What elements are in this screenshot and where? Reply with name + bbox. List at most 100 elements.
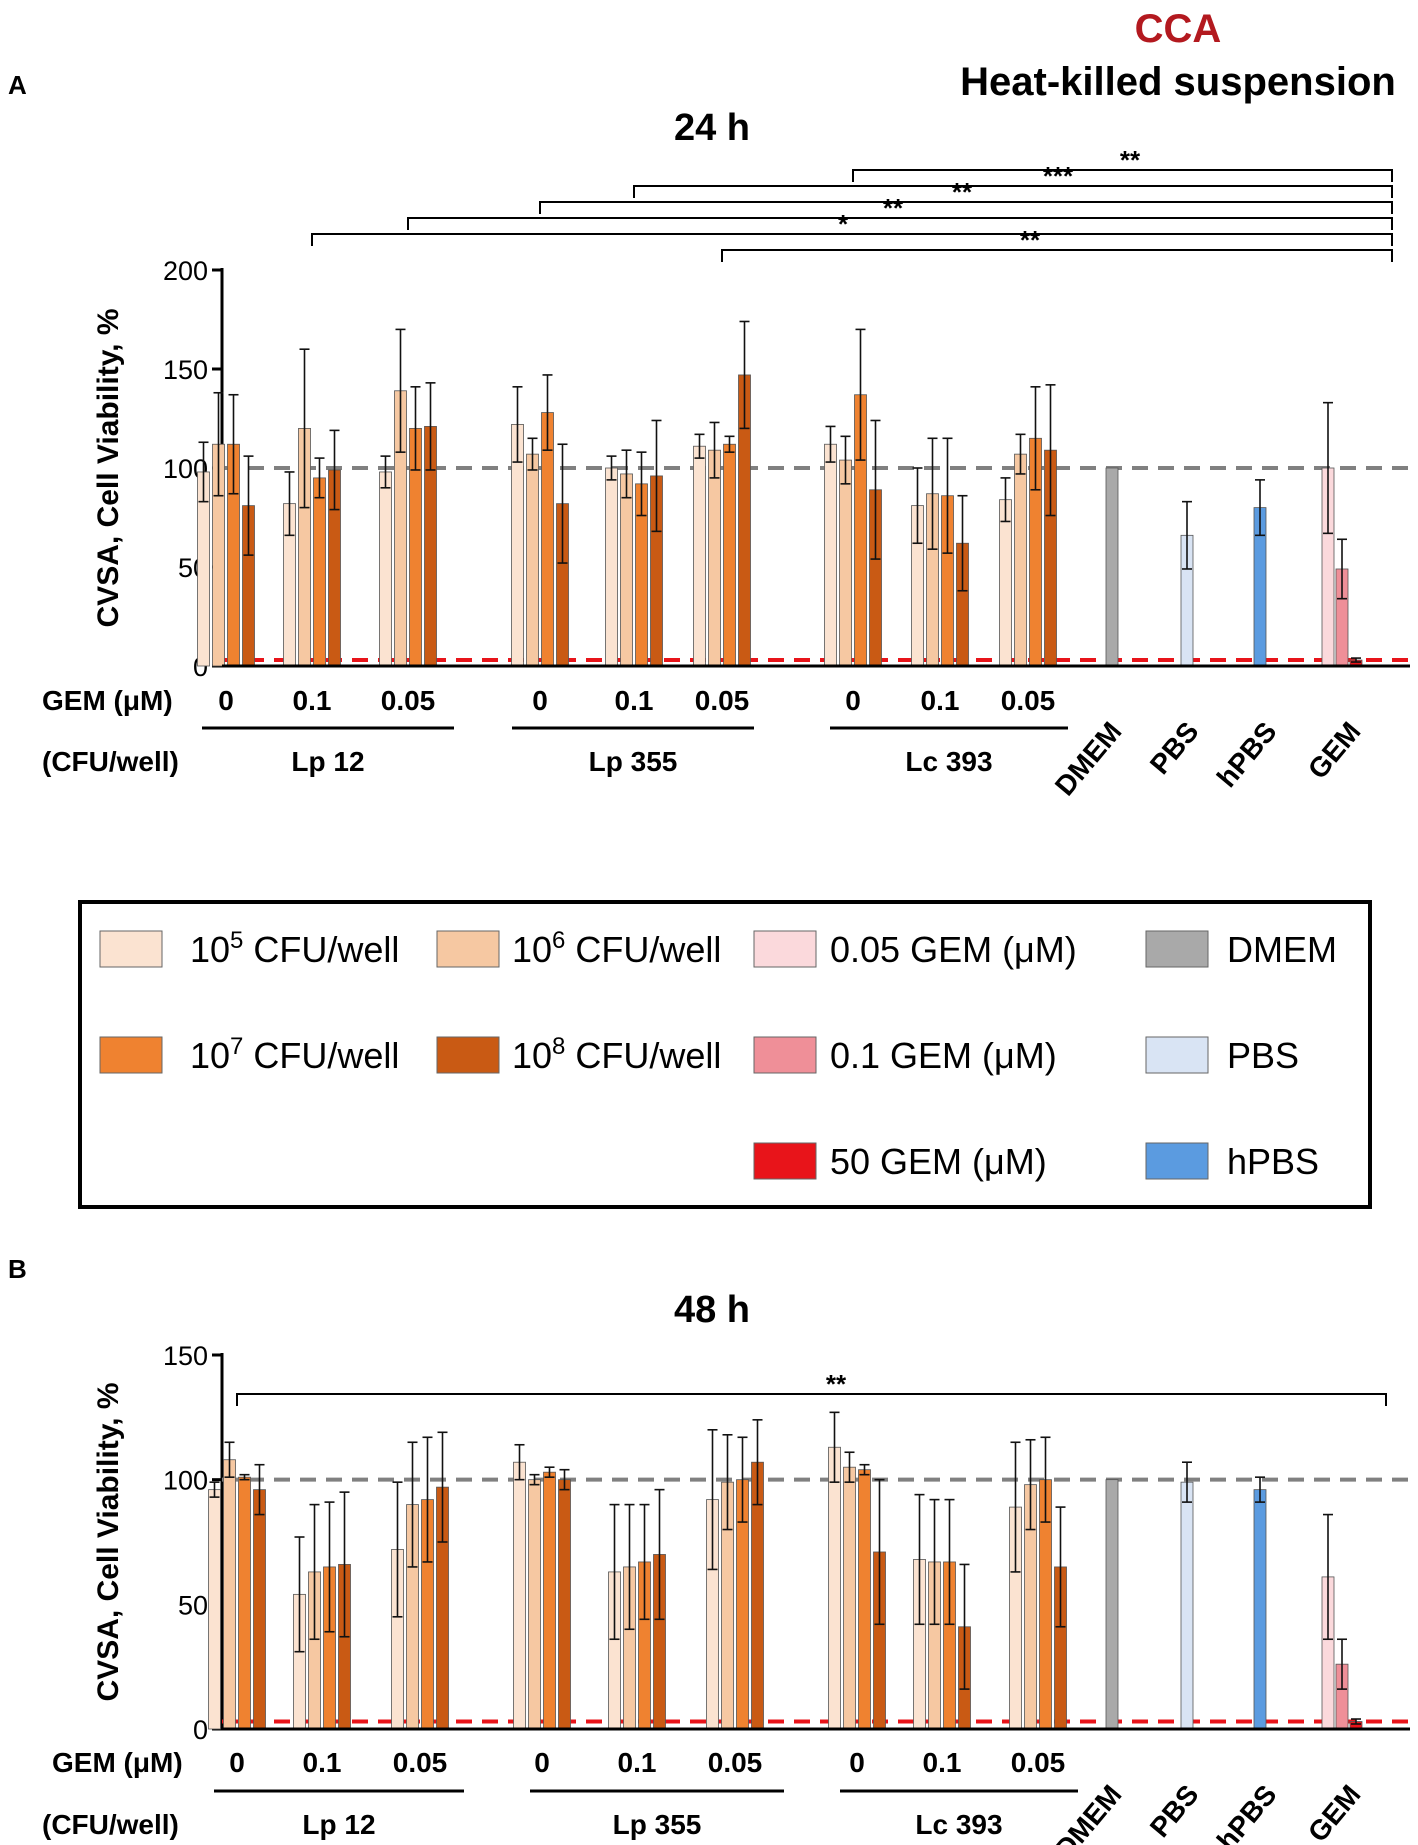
control-bar-dmem (1105, 467, 1119, 667)
y-tick-label: 100 (163, 1466, 208, 1496)
legend-swatch-hpbs (1145, 1142, 1209, 1180)
y-tick-label: 150 (163, 355, 208, 385)
legend-swatch-gem_50 (753, 1142, 817, 1180)
gem-tick-label: 0 (534, 1747, 550, 1778)
legend-label-base: 10 (190, 929, 230, 970)
legend-label-suffix: CFU/well (565, 1035, 721, 1076)
significance-bracket (633, 185, 1393, 198)
legend-swatch-cfu_1e6 (436, 930, 500, 968)
gem-tick-label: 0.1 (921, 685, 960, 716)
legend-frame (78, 900, 1372, 1209)
legend-label-exponent: 6 (552, 927, 565, 954)
strain-label: Lp 355 (589, 746, 678, 777)
strain-label: Lp 12 (291, 746, 364, 777)
legend-swatch-cfu_1e8 (436, 1036, 500, 1074)
bar-lc393-gem0-s2 (839, 459, 852, 667)
bar-lp355-gem0.1-s2 (620, 473, 633, 667)
significance-stars: * (838, 209, 849, 239)
gem-tick-label: 0 (845, 685, 861, 716)
bar-lc393-gem0-s2 (843, 1466, 856, 1730)
legend-label-exponent: 8 (552, 1033, 565, 1060)
y-tick-label: 200 (163, 256, 208, 286)
strain-label: Lp 12 (302, 1809, 375, 1840)
control-label: PBS (1144, 716, 1205, 780)
legend-label-pbs: PBS (1227, 1035, 1299, 1076)
gem-tick-label: 0.1 (615, 685, 654, 716)
legend-swatch-cfu_1e7 (99, 1036, 163, 1074)
gem-tick-label: 0.05 (1001, 685, 1056, 716)
gem-tick-label: 0 (218, 685, 234, 716)
bar-lc393-gem0.05-s1 (999, 499, 1012, 667)
gem-axis-label: GEM (μM) (42, 685, 173, 716)
legend-label-gem_50: 50 GEM (μM) (830, 1141, 1047, 1182)
legend-label-suffix: CFU/well (243, 929, 399, 970)
gem-axis-label: GEM (μM) (52, 1747, 183, 1778)
gem-tick-label: 0.1 (618, 1747, 657, 1778)
legend-label-base: 10 (512, 929, 552, 970)
legend-label-dmem: DMEM (1227, 929, 1337, 970)
bar-lp355-gem0.1-s1 (605, 467, 618, 667)
bar-lp355-gem0-s2 (526, 453, 539, 667)
chart-title: 48 h (674, 1289, 750, 1331)
legend-label-gem_005: 0.05 GEM (μM) (830, 929, 1077, 970)
strain-label: Lp 355 (613, 1809, 702, 1840)
legend-label-cfu_1e5: 105 CFU/well (190, 927, 399, 970)
legend-swatch-cfu_1e5 (99, 930, 163, 968)
gem-tick-label: 0.1 (293, 685, 332, 716)
bar-lc393-gem0-s1 (824, 443, 837, 667)
significance-stars: ** (1120, 145, 1141, 175)
significance-stars: ** (883, 193, 904, 223)
bar-lp355-gem0-s3 (543, 1471, 556, 1730)
gem-tick-label: 0.05 (1011, 1747, 1066, 1778)
control-bar-dmem (1105, 1479, 1119, 1730)
control-label: hPBS (1211, 1779, 1283, 1845)
control-label: GEM (1302, 716, 1367, 785)
gem-tick-label: 0 (532, 685, 548, 716)
bar-lc393-gem0-s3 (858, 1469, 871, 1730)
bar-lp355-gem0.05-s1 (693, 445, 706, 667)
bar-lp12-gem0-s1 (208, 1489, 221, 1730)
gem-tick-label: 0 (849, 1747, 865, 1778)
y-tick-label: 150 (163, 1341, 208, 1371)
significance-bracket (236, 1393, 1387, 1406)
panel-b-letter: B (8, 1254, 27, 1284)
control-label: hPBS (1211, 716, 1283, 793)
bar-lp355-gem0.05-s2 (708, 449, 721, 667)
control-label: PBS (1144, 1779, 1205, 1843)
bar-lp12-gem0.1-s3 (313, 477, 326, 667)
y-axis-label: CVSA, Cell Viability, % (92, 1383, 125, 1702)
gem-tick-label: 0.05 (381, 685, 436, 716)
legend-label-base: 10 (512, 1035, 552, 1076)
bar-lc393-gem0-s1 (828, 1446, 841, 1730)
bar-lp355-gem0.05-s3 (723, 443, 736, 667)
legend-label-exponent: 7 (230, 1033, 243, 1060)
bar-lp12-gem0.05-s1 (379, 471, 392, 667)
gem-tick-label: 0.1 (303, 1747, 342, 1778)
y-tick-label: 0 (193, 1715, 208, 1745)
legend-label-cfu_1e6: 106 CFU/well (512, 927, 721, 970)
bar-lp12-gem0-s2 (223, 1459, 236, 1730)
legend-label-cfu_1e8: 108 CFU/well (512, 1033, 721, 1076)
cfu-axis-label: (CFU/well) (42, 746, 179, 777)
legend-label-base: 10 (190, 1035, 230, 1076)
legend: 105 CFU/well 106 CFU/well 0.05 GEM (μM) DME… (78, 900, 1372, 1209)
control-bar-pbs (1180, 1481, 1194, 1730)
gem-tick-label: 0.05 (393, 1747, 448, 1778)
panel-a-letter: A (8, 70, 27, 100)
bar-lp12-gem0-s3 (238, 1476, 251, 1730)
legend-swatch-dmem (1145, 930, 1209, 968)
control-label: DMEM (1049, 1779, 1128, 1845)
control-label: GEM (1302, 1779, 1367, 1845)
suspension-label: Heat-killed suspension (960, 60, 1396, 104)
y-tick-label: 50 (178, 1590, 208, 1620)
legend-label-suffix: CFU/well (243, 1035, 399, 1076)
chart-title: 24 h (674, 107, 750, 149)
gem-tick-label: 0 (229, 1747, 245, 1778)
legend-swatch-gem_005 (753, 930, 817, 968)
cca-label: CCA (1135, 7, 1222, 51)
significance-bracket (721, 249, 1393, 262)
gem-tick-label: 0.1 (923, 1747, 962, 1778)
cfu-axis-label: (CFU/well) (42, 1809, 179, 1840)
